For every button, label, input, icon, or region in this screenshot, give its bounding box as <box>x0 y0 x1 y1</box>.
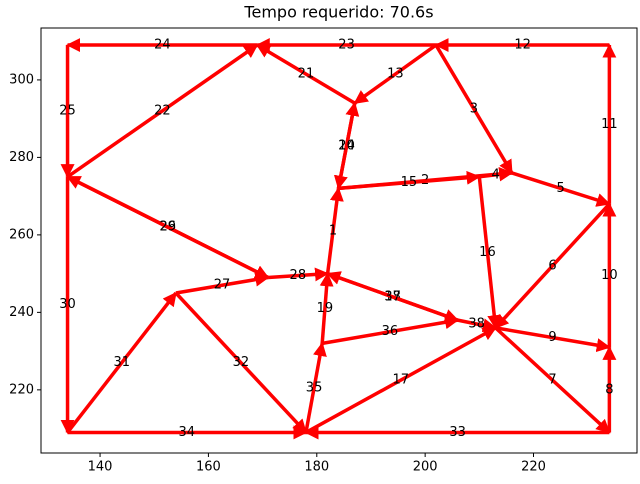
route-edge <box>66 291 178 434</box>
route-edge <box>457 318 497 333</box>
edge-label: 22 <box>154 103 171 118</box>
route-edge <box>511 171 611 207</box>
edge-label: 27 <box>214 278 231 293</box>
route-edge <box>305 326 497 434</box>
x-tick-label: 200 <box>413 460 438 475</box>
route-edge <box>255 43 356 105</box>
plot-frame <box>40 27 638 454</box>
edge-label: 12 <box>514 38 531 53</box>
edge-label: 13 <box>387 67 404 82</box>
edge-label: 23 <box>338 38 355 53</box>
y-tick-label: 300 <box>9 72 34 87</box>
route-edge <box>333 102 357 190</box>
edge-label: 24 <box>154 38 171 53</box>
route-edge <box>175 272 270 295</box>
route-edge <box>304 341 327 433</box>
route-edge <box>66 175 269 280</box>
edge-label: 34 <box>178 425 195 440</box>
edge-label: 38 <box>468 316 485 331</box>
edge-label: 37 <box>384 289 401 304</box>
edge-label: 16 <box>479 245 496 260</box>
edge-label: 6 <box>548 258 556 273</box>
route-edge <box>353 43 438 105</box>
edge-label: 29 <box>160 220 177 235</box>
edge-label: 5 <box>556 181 564 196</box>
edge-label: 35 <box>306 380 323 395</box>
edge-label: 21 <box>298 67 315 82</box>
route-edge <box>321 315 460 346</box>
edge-label: 20 <box>338 138 355 153</box>
y-tick-label: 260 <box>9 227 34 242</box>
chart-title: Tempo requerido: 70.6s <box>243 3 433 22</box>
edge-label: 36 <box>382 324 399 339</box>
y-tick-label: 240 <box>9 305 34 320</box>
route-edge <box>174 291 308 434</box>
edge-label: 33 <box>449 425 466 440</box>
route-edge <box>66 43 259 179</box>
route-edge <box>477 176 502 330</box>
x-tick-label: 180 <box>304 460 329 475</box>
route-edge <box>494 202 611 330</box>
edge-label: 9 <box>548 330 556 345</box>
edge-label: 11 <box>601 117 618 132</box>
route-edge <box>319 272 334 344</box>
route-edge <box>495 326 611 353</box>
x-tick-label: 160 <box>196 460 221 475</box>
route-edge <box>327 271 459 323</box>
x-tick-label: 220 <box>521 460 546 475</box>
route-edge <box>267 267 330 282</box>
edge-label: 28 <box>290 268 307 283</box>
edge-label: 25 <box>59 103 76 118</box>
edge-label: 4 <box>491 167 499 182</box>
route-edge <box>325 187 344 274</box>
edge-label: 31 <box>113 355 130 370</box>
edge-label: 7 <box>548 373 556 388</box>
edge-label: 32 <box>233 355 250 370</box>
y-tick-label: 280 <box>9 150 34 165</box>
edge-label: 1 <box>329 224 337 239</box>
edge-label: 10 <box>601 268 618 283</box>
edge-label: 17 <box>392 373 409 388</box>
route-edge <box>338 170 481 191</box>
route-edge <box>479 167 514 182</box>
edge-label: 30 <box>59 297 76 312</box>
edge-label: 3 <box>470 101 478 116</box>
route-edge <box>434 44 514 175</box>
x-tick-label: 140 <box>88 460 113 475</box>
edge-label: 8 <box>605 382 613 397</box>
route-edge <box>494 326 611 434</box>
y-tick-label: 220 <box>9 382 34 397</box>
edge-label: 19 <box>317 301 334 316</box>
edge-label: 15 <box>401 175 418 190</box>
